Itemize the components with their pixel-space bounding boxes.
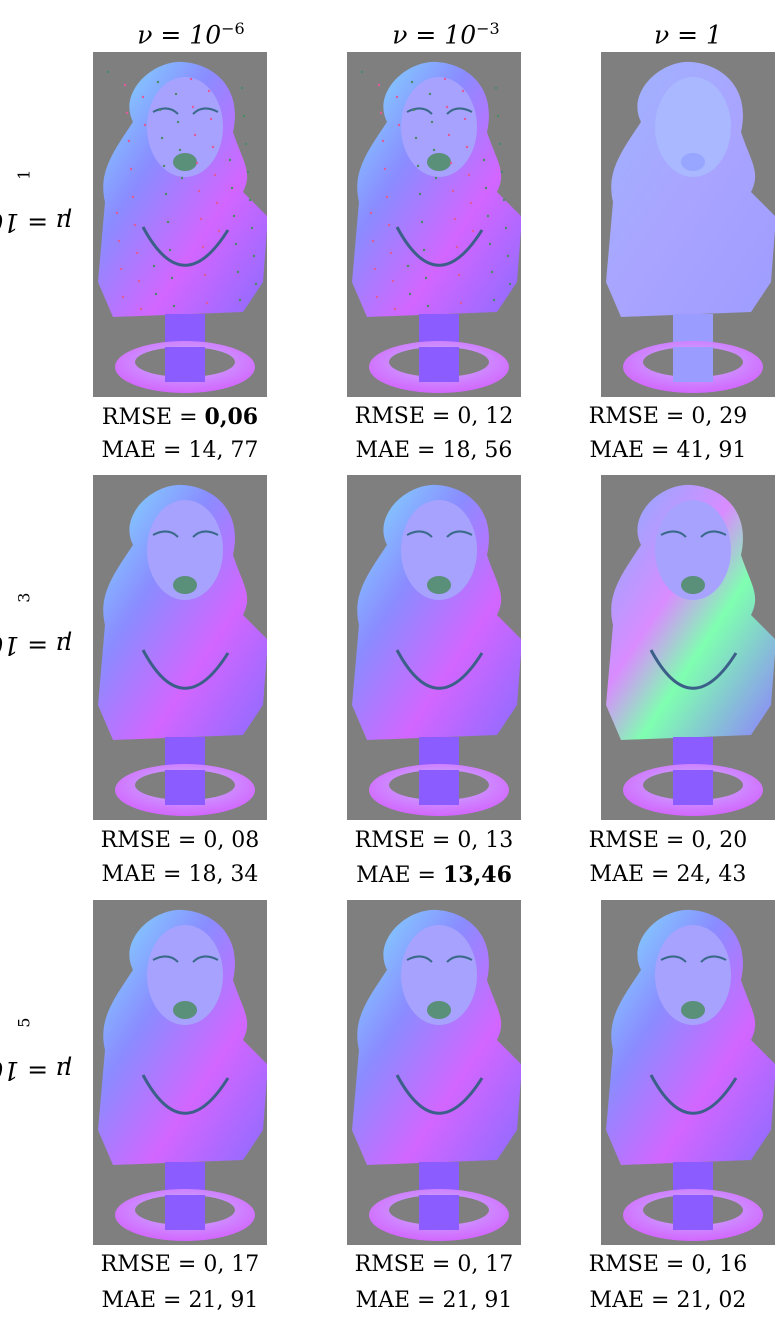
mae-value: MAE = 21, 02 — [589, 1288, 747, 1313]
bust-render — [606, 61, 775, 393]
normal-map-image — [347, 475, 521, 820]
rmse-value: RMSE = 0, 29 — [588, 404, 748, 429]
mae-value: MAE = 24, 43 — [589, 862, 747, 887]
bust-render — [352, 909, 521, 1241]
normal-map-image — [347, 52, 521, 397]
rmse-value: RMSE = 0, 12 — [354, 404, 514, 429]
bust-render — [352, 484, 521, 816]
row-label-1: μ = 103 — [0, 592, 74, 660]
column-header-0: ν = 10−6 — [137, 19, 245, 50]
rmse-value: RMSE = 0, 17 — [354, 1252, 514, 1277]
normal-map-image — [93, 900, 267, 1245]
normal-map-image — [347, 900, 521, 1245]
normal-map-image — [93, 475, 267, 820]
rmse-value: RMSE = 0, 16 — [588, 1252, 748, 1277]
column-header-2: ν = 1 — [654, 20, 722, 50]
mae-value: MAE = 14, 77 — [101, 438, 259, 463]
bust-render — [98, 61, 267, 393]
mae-value: MAE = 13,46 — [356, 862, 512, 888]
column-header-1: ν = 10−3 — [392, 19, 500, 50]
bust-render — [352, 61, 521, 393]
normal-map-image — [601, 475, 775, 820]
mae-value: MAE = 21, 91 — [101, 1288, 259, 1313]
bust-render — [606, 484, 775, 816]
mae-value: MAE = 41, 91 — [589, 438, 747, 463]
rmse-value: RMSE = 0, 13 — [354, 828, 514, 853]
bust-render — [98, 484, 267, 816]
mae-value: MAE = 18, 34 — [101, 862, 259, 887]
bust-render — [98, 909, 267, 1241]
mae-value: MAE = 18, 56 — [355, 438, 513, 463]
normal-map-image — [601, 52, 775, 397]
rmse-value: RMSE = 0, 08 — [100, 828, 260, 853]
rmse-value: RMSE = 0,06 — [101, 404, 259, 430]
rmse-value: RMSE = 0, 17 — [100, 1252, 260, 1277]
mae-value: MAE = 21, 91 — [355, 1288, 513, 1313]
rmse-value: RMSE = 0, 20 — [588, 828, 748, 853]
normal-map-image — [601, 900, 775, 1245]
normal-map-image — [93, 52, 267, 397]
row-label-2: μ = 105 — [0, 1017, 74, 1085]
row-label-0: μ = 101 — [0, 169, 74, 237]
bust-render — [606, 909, 775, 1241]
